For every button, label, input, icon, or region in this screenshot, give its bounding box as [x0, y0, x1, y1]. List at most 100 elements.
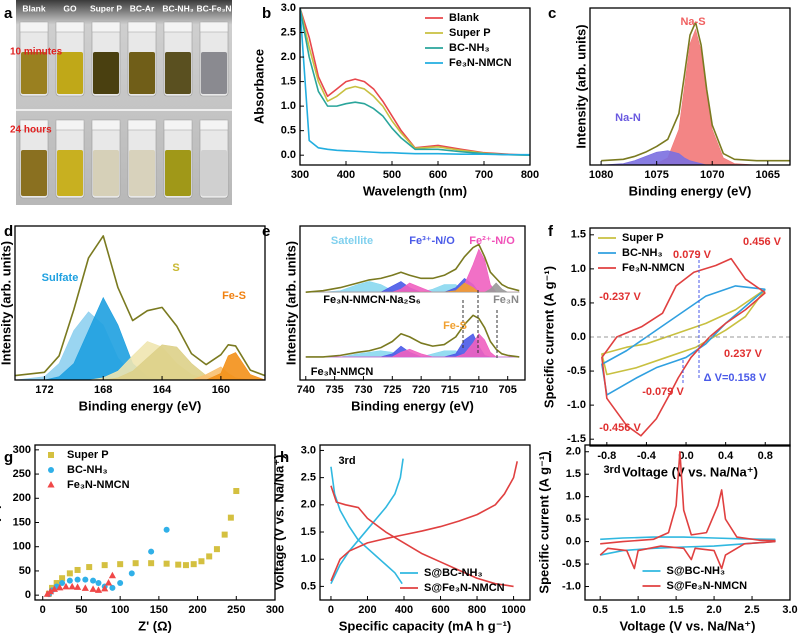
x-tick-label: 1.5 [668, 604, 683, 616]
x-tick-label: -0.4 [637, 450, 657, 462]
x-tick-label: 710 [470, 384, 488, 396]
point [46, 587, 55, 595]
vial-cap [91, 119, 121, 131]
plot-frame [14, 225, 266, 381]
y-tick-label: 250 [13, 468, 31, 480]
y-tick-label: 0 [25, 589, 31, 601]
vial-cap [55, 21, 85, 33]
annotation: 0.079 V [673, 249, 712, 261]
x-tick-label: 500 [383, 169, 401, 181]
peak-area [305, 333, 520, 358]
x-tick-label: 168 [94, 384, 112, 396]
x-tick-label: 600 [429, 169, 447, 181]
x-axis-label: Z' (Ω) [138, 618, 172, 633]
vial-label: Super P [90, 3, 122, 13]
x-tick-label: 300 [266, 604, 284, 616]
x-axis-label: Voltage (V vs. Na/Na⁺) [622, 464, 758, 479]
y-tick-label: 1.5 [571, 229, 586, 241]
annotation: Sulfate [42, 272, 79, 284]
annotation: Na-S [680, 16, 705, 28]
y-tick-label: 300 [13, 444, 31, 456]
x-axis-label: Binding energy (eV) [629, 183, 752, 198]
point [53, 580, 60, 587]
point [198, 558, 205, 565]
vial-cap [163, 119, 193, 131]
y-tick-label: 2.0 [566, 446, 581, 458]
line [300, 8, 530, 156]
plot-frame [34, 444, 276, 601]
point [89, 585, 97, 592]
panel-letter: c [548, 5, 556, 22]
plot-frame [589, 7, 791, 166]
point [90, 577, 97, 584]
line [601, 21, 790, 162]
plot-frame [589, 227, 791, 447]
photo-annotation: 10 minutes [10, 47, 63, 58]
legend-label: S@Fe₃N-NMCN [667, 580, 748, 592]
x-tick-label: 150 [150, 604, 168, 616]
liquid [93, 52, 119, 94]
x-tick-label: 800 [521, 169, 539, 181]
line [300, 8, 530, 156]
x-tick-label: 600 [431, 604, 449, 616]
x-tick-label: 1070 [700, 169, 724, 181]
x-tick-label: 740 [297, 384, 315, 396]
x-tick-label: 300 [291, 169, 309, 181]
peak-area [15, 352, 265, 380]
panel-letter: f [548, 223, 554, 240]
vial-label: Blank [22, 3, 45, 13]
point [82, 576, 89, 583]
peak-area [305, 282, 520, 293]
x-tick-label: 2.5 [744, 604, 759, 616]
peak-area [601, 150, 790, 165]
peak-area [601, 28, 790, 165]
vial-cap [199, 119, 229, 131]
point [95, 580, 102, 587]
vial-cap [163, 21, 193, 33]
annotation: -0.456 V [599, 422, 641, 434]
point [59, 580, 66, 587]
plot-area [330, 458, 519, 588]
plot-area [300, 8, 530, 156]
x-axis-label: Binding energy (eV) [351, 398, 474, 413]
line [330, 458, 404, 585]
x-tick-label: 735 [325, 384, 343, 396]
x-tick-label: 160 [212, 384, 230, 396]
y-tick-label: 1.5 [301, 526, 316, 538]
annotation: 0.237 V [724, 348, 763, 360]
x-tick-label: 0.4 [718, 450, 734, 462]
plot-area [15, 235, 265, 380]
point [50, 585, 58, 592]
line [305, 314, 520, 358]
photo [16, 0, 232, 205]
legend-label: Fe₃N-NMCN [622, 262, 685, 274]
annotation: Fe₃N-NMCN-Na₂S₆ [323, 294, 420, 306]
liquid [129, 52, 155, 94]
x-tick-label: 1000 [501, 604, 525, 616]
y-tick-label: 200 [13, 492, 31, 504]
line [600, 536, 776, 556]
legend-label: S@Fe₃N-NMCN [424, 582, 505, 594]
y-tick-label: 0.0 [566, 536, 581, 548]
legend-label: S@BC-NH₃ [667, 565, 726, 577]
x-tick-label: 720 [412, 384, 430, 396]
x-tick-label: 1065 [756, 169, 780, 181]
point [148, 548, 155, 555]
y-axis-label: Intensity (arb. units) [283, 241, 298, 365]
x-tick-label: 2.0 [706, 604, 721, 616]
y-tick-label: 2.0 [281, 51, 296, 63]
annotation: Fe-S [222, 290, 246, 302]
panel-letter: b [262, 5, 271, 22]
panel-letter: e [262, 223, 270, 240]
plot-area [601, 21, 790, 165]
legend-label: Fe₃N-NMCN [67, 479, 130, 491]
y-tick-label: -0.5 [562, 558, 581, 570]
y-axis-label: Intensity (arb. units) [573, 24, 588, 148]
x-tick-label: 1080 [589, 169, 613, 181]
point [59, 575, 66, 582]
y-tick-label: -1.5 [567, 433, 586, 445]
y-tick-label: 0.0 [571, 331, 586, 343]
point [117, 561, 124, 568]
x-tick-label: 1.0 [630, 604, 645, 616]
